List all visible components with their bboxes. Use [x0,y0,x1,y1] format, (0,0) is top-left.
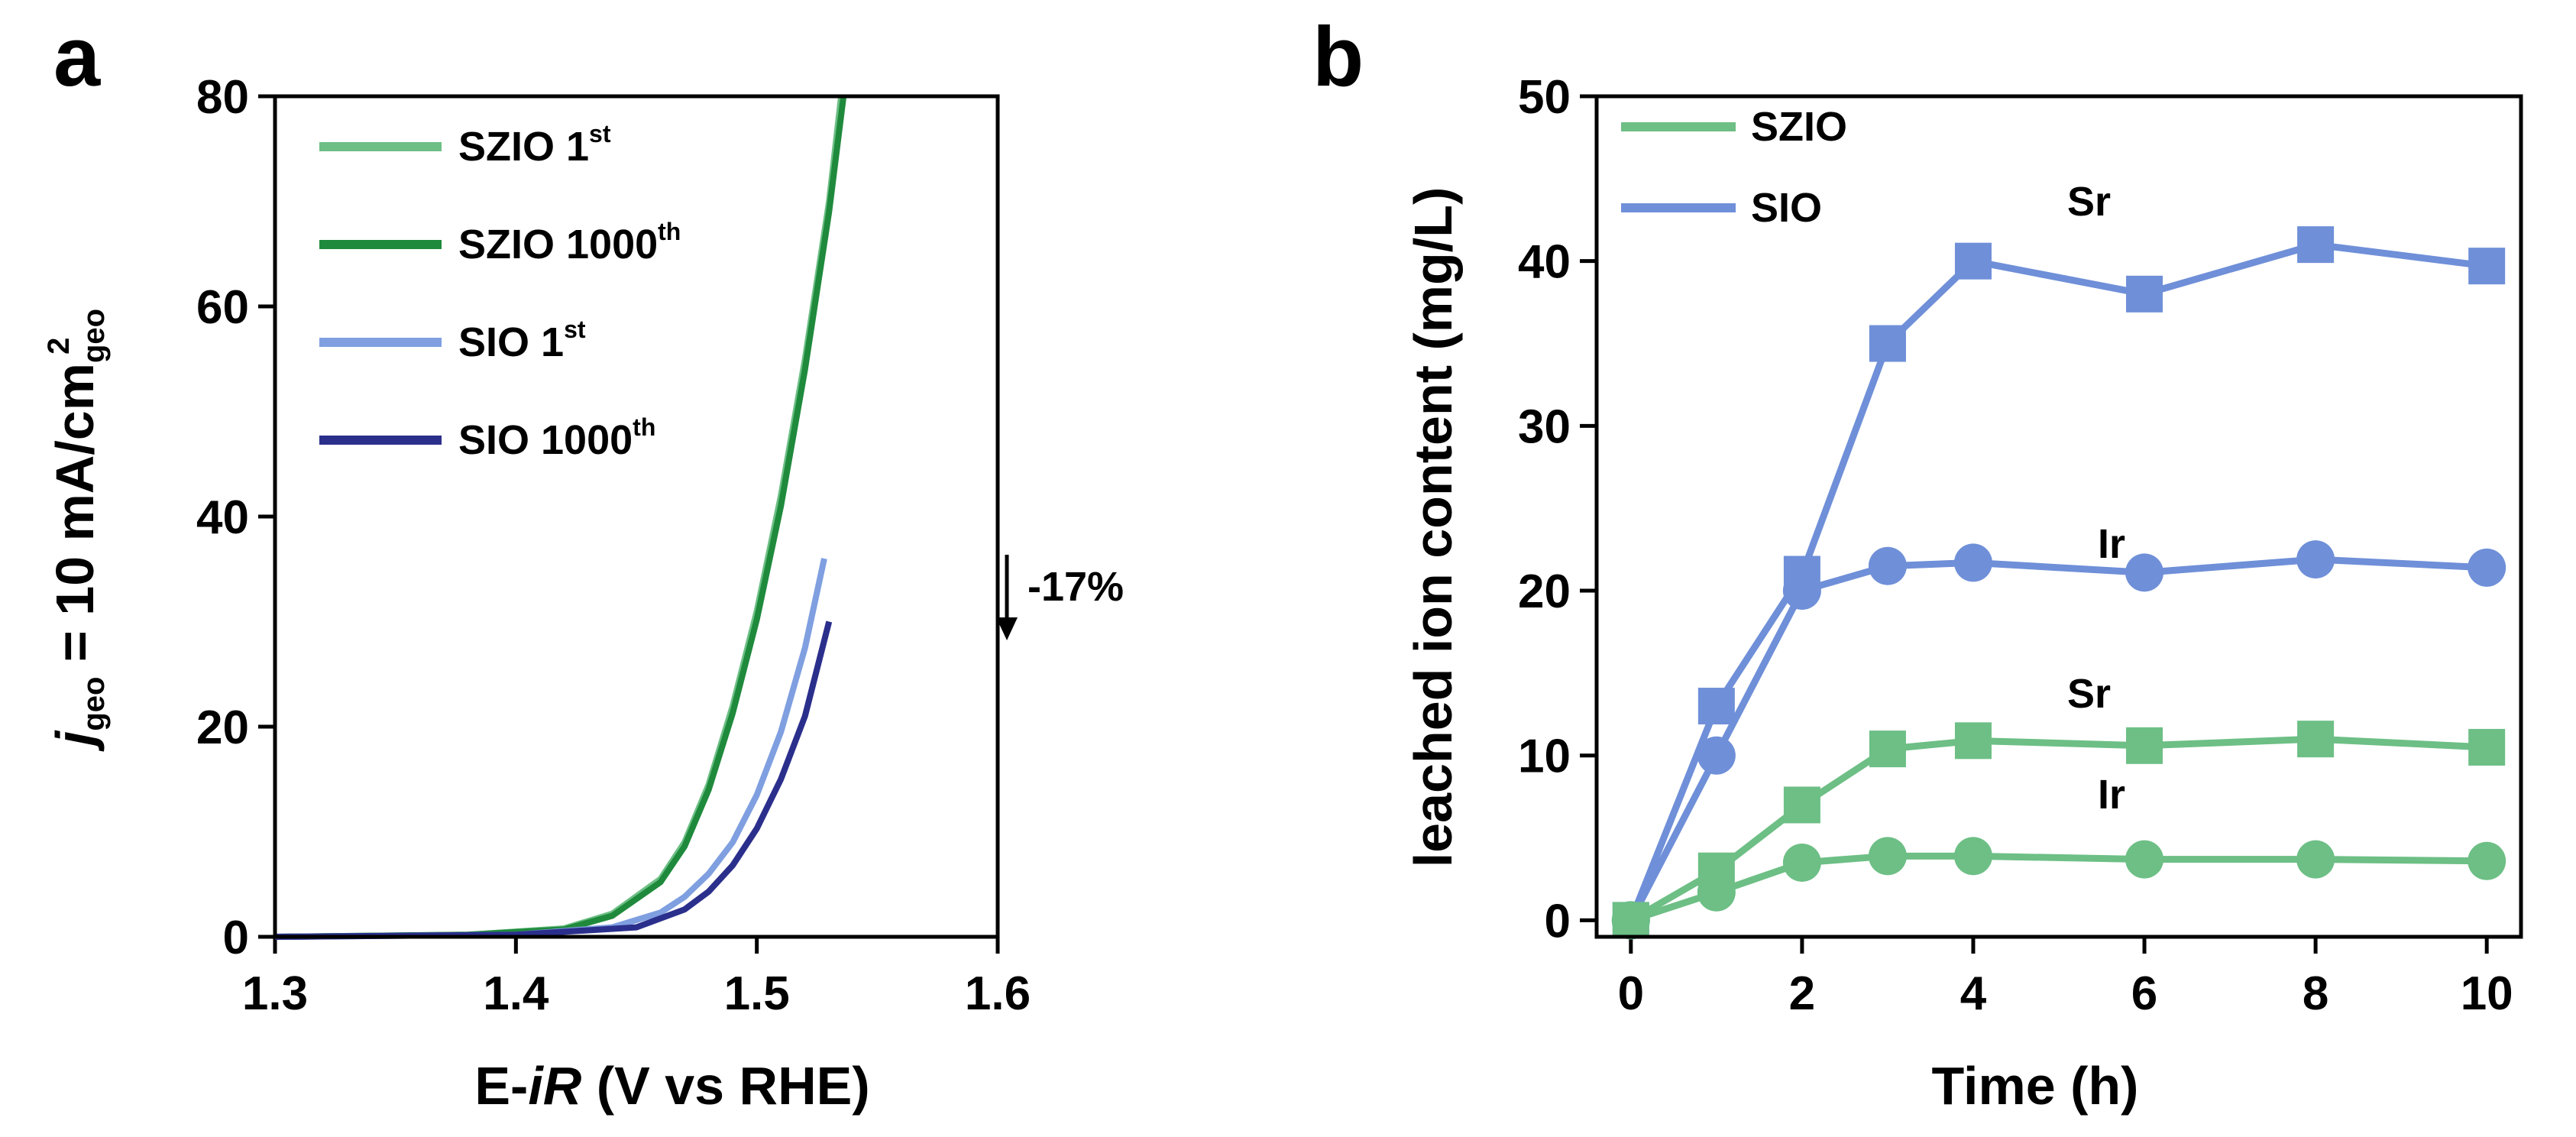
b-x-tick-label: 4 [1960,967,1987,1020]
label-sio-ir: Ir [2098,521,2125,567]
panel-b-frame [1594,94,2523,939]
decrease-annotation: -17% [1027,564,1124,610]
panel-a-y-axis-label: jgeo = 10 mA/cmgeo2 [42,309,111,752]
panel-a-lines [274,96,847,940]
b-marker-circle-3-2 [1782,843,1821,882]
a-x-tick-label: 1.4 [483,967,549,1020]
a-legend-label-1: SZIO 1000th [458,218,681,267]
b-y-tick-label: 10 [1518,730,1571,783]
b-marker-circle-1-6 [2296,540,2335,579]
panel-b-x-axis-label: Time (h) [1932,1056,2139,1116]
a-x-tick-label: 1.3 [242,967,308,1020]
a-legend-label-0: SZIO 1st [458,120,611,170]
a-y-tick-label: 80 [196,71,249,124]
b-marker-circle-1-2 [1782,572,1821,611]
b-marker-circle-3-0 [1611,901,1650,940]
b-x-tick-label: 6 [2131,967,2157,1020]
b-series-line-3 [1629,852,2487,924]
b-marker-circle-3-5 [2125,840,2164,879]
b-marker-circle-1-5 [2125,553,2164,592]
a-x-tick-label: 1.6 [965,967,1031,1020]
b-series-line-1 [1627,556,2487,922]
b-marker-square-2-6 [2297,721,2335,758]
b-marker-square-2-2 [1783,786,1820,824]
panel-b: b leached ion content (mg/L) Time (h) 0 2… [1312,10,2523,1116]
b-y-tick-label: 30 [1518,400,1571,453]
a-series-line-2 [274,558,827,940]
panel-b-lines [1611,226,2506,940]
panel-a-ticks: 1.3 1.4 1.5 1.6 0 20 40 60 80 [196,71,1031,1020]
decrease-arrow-head [996,617,1018,640]
a-y-tick-label: 60 [196,281,249,334]
a-y-tick-label: 20 [196,701,249,754]
b-legend-label-0: SZIO [1751,104,1847,150]
b-marker-circle-1-1 [1697,736,1736,775]
label-szio-ir: Ir [2098,772,2125,818]
b-marker-square-0-6 [2297,226,2335,264]
a-series-line-3 [274,620,833,940]
b-marker-square-0-4 [1954,242,1992,280]
a-legend-label-2: SIO 1st [458,316,586,365]
b-marker-square-2-7 [2468,728,2506,766]
panel-a-x-axis-label: E-iR (V vs RHE) [474,1056,869,1116]
b-y-tick-label: 20 [1518,565,1571,618]
panel-b-letter: b [1312,10,1364,104]
b-marker-circle-3-3 [1868,837,1907,876]
panel-a-frame [273,94,1000,939]
xlabel-prefix: E- [474,1056,528,1116]
panel-a: a jgeo = 10 mA/cmgeo2 E-iR (V vs RHE) 1.… [42,10,1124,1116]
a-legend-label-3: SIO 1000th [458,413,655,463]
b-marker-square-2-3 [1869,730,1906,768]
b-marker-square-2-5 [2126,727,2163,764]
a-y-tick-label: 40 [196,491,249,544]
b-series-line-0 [1627,241,2487,922]
a-y-tick-label: 0 [223,912,249,964]
label-sio-sr: Sr [2067,179,2111,225]
label-szio-sr: Sr [2067,671,2111,717]
b-y-tick-label: 50 [1518,71,1571,124]
panel-a-legend: SZIO 1st SZIO 1000th SIO 1st SIO 1000th [319,120,681,463]
b-legend-label-1: SIO [1751,185,1822,231]
b-y-tick-label: 40 [1518,236,1571,289]
b-marker-circle-3-6 [2296,840,2335,879]
b-marker-circle-1-3 [1868,546,1907,585]
a-x-tick-label: 1.5 [724,967,790,1020]
b-marker-square-0-7 [2468,248,2506,285]
b-marker-square-0-3 [1869,325,1906,362]
b-x-tick-label: 2 [1789,967,1815,1020]
panel-b-legend: SZIO SIO [1621,104,1847,231]
xlabel-italic: iR [528,1056,581,1116]
b-marker-circle-3-7 [2468,841,2506,880]
ylabel-sup-2: 2 [42,338,76,355]
b-marker-square-0-5 [2126,275,2163,313]
ylabel-main: = 10 mA/cm [45,363,105,677]
b-marker-square-0-1 [1697,688,1735,725]
b-x-tick-label: 8 [2303,967,2328,1020]
ylabel-sub-geo-2: geo [77,309,111,363]
ylabel-j: j [45,730,105,752]
ylabel-sub-geo: geo [77,677,111,731]
b-x-tick-label: 0 [1618,967,1644,1020]
b-marker-circle-3-1 [1697,873,1736,912]
xlabel-suffix: (V vs RHE) [581,1056,869,1116]
b-x-tick-label: 10 [2461,967,2513,1020]
b-marker-circle-1-7 [2468,548,2506,587]
b-marker-circle-3-4 [1953,837,1992,876]
b-marker-circle-1-4 [1953,543,1992,582]
panel-a-letter: a [53,10,101,104]
panel-b-ticks: 0 2 4 6 8 10 0 10 20 30 40 50 [1518,71,2513,1020]
panel-b-y-axis-label: leached ion content (mg/L) [1403,187,1463,868]
b-series-line-2 [1629,735,2487,924]
b-marker-square-2-4 [1954,722,1992,760]
b-y-tick-label: 0 [1545,895,1571,948]
